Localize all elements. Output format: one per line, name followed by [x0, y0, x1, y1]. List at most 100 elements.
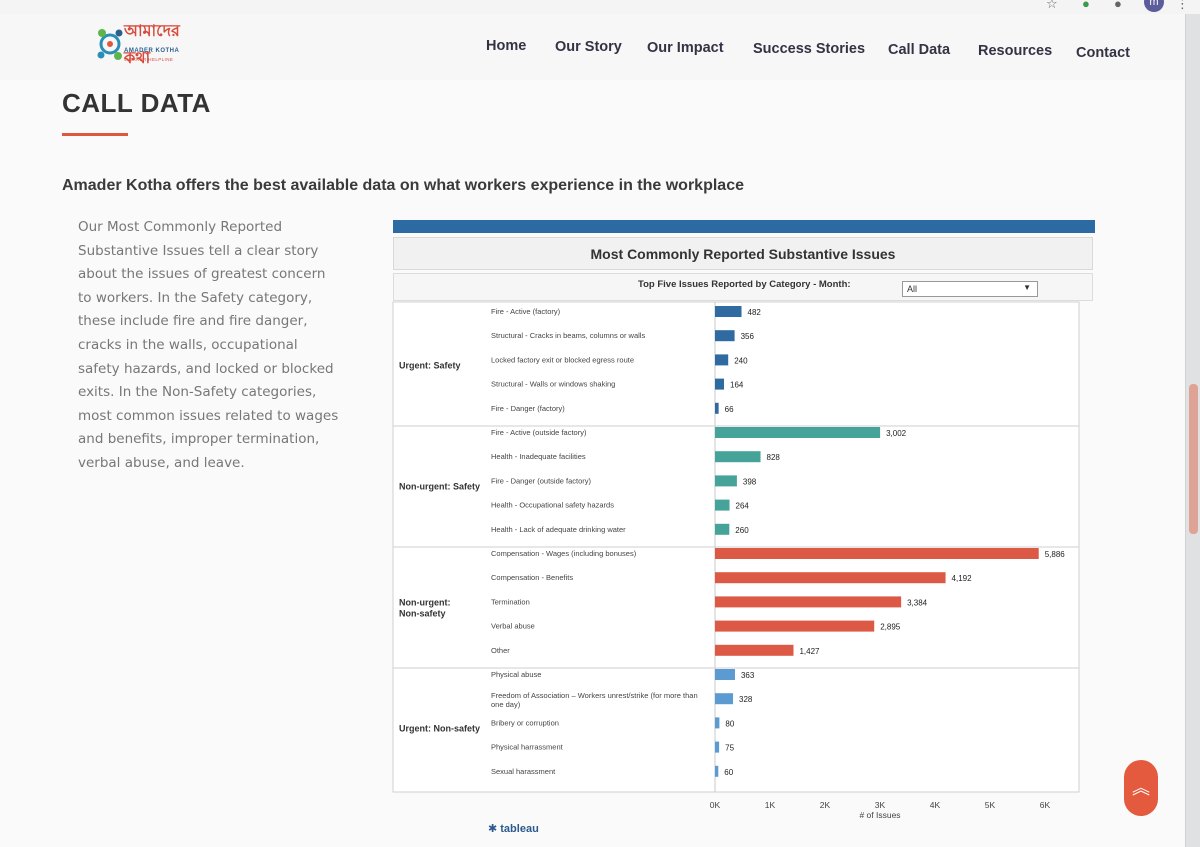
issue-label: Termination	[491, 597, 530, 606]
issue-label: Bribery or corruption	[491, 718, 559, 727]
nav-our-story[interactable]: Our Story	[555, 39, 622, 55]
bar-value-label: 1,427	[799, 647, 820, 656]
chevron-down-icon: ▼	[1023, 283, 1031, 292]
tableau-logo[interactable]: ✱ tableau	[488, 823, 539, 835]
category-label: Urgent: Non-safety	[399, 724, 480, 734]
issue-label: Freedom of Association – Workers unrest/…	[491, 691, 698, 709]
browser-toolbar: ☆ ● ● m ⋮	[0, 0, 1200, 15]
issue-label: Fire - Danger (factory)	[491, 404, 565, 413]
bar-value-label: 356	[741, 332, 755, 341]
extension-icon[interactable]: ●	[1082, 0, 1090, 11]
issue-label: Sexual harassment	[491, 767, 556, 776]
bar	[715, 499, 730, 511]
issue-label: Fire - Active (outside factory)	[491, 428, 587, 437]
page-lead: Amader Kotha offers the best available d…	[62, 177, 744, 194]
logo-bengali-text: আমাদের কথা	[124, 21, 180, 67]
bar	[715, 306, 742, 317]
issue-label: Health - Inadequate facilities	[491, 452, 586, 461]
profile-avatar[interactable]: m	[1144, 0, 1164, 12]
bar-value-label: 60	[724, 768, 733, 777]
bar-value-label: 264	[736, 502, 750, 511]
bar	[715, 644, 794, 656]
bar-value-label: 4,192	[952, 574, 973, 583]
x-tick-label: 3K	[875, 800, 886, 810]
extension-icon[interactable]: ●	[1114, 0, 1122, 11]
category-label: Non-urgent: Non-safety	[399, 598, 451, 619]
chart-title: Most Commonly Reported Substantive Issue…	[393, 237, 1093, 270]
site-header: আমাদের কথা AMADER KOTHA WORKER HELPLINE …	[0, 14, 1185, 80]
bar-value-label: 240	[734, 356, 748, 365]
x-tick-label: 0K	[710, 800, 721, 810]
issue-label: Physical abuse	[491, 670, 541, 679]
logo-english-text: AMADER KOTHA	[124, 48, 180, 54]
bar	[715, 717, 720, 729]
nav-resources[interactable]: Resources	[978, 43, 1053, 59]
title-underline	[62, 133, 128, 136]
logo-mark-icon	[97, 29, 123, 60]
scroll-to-top-button[interactable]: ︽	[1124, 760, 1158, 816]
x-tick-label: 5K	[985, 800, 996, 810]
bar-value-label: 482	[748, 308, 762, 317]
bar-value-label: 3,384	[907, 598, 928, 607]
bar	[715, 620, 875, 632]
issue-label: Structural - Walls or windows shaking	[491, 380, 615, 389]
bar-chart: Urgent: Safety Fire - Active (factory) 482…	[392, 301, 1080, 820]
issue-label: Locked factory exit or blocked egress ro…	[491, 355, 634, 364]
bar-value-label: 5,886	[1045, 550, 1066, 559]
issue-label: Physical harrassment	[491, 743, 564, 752]
nav-our-impact[interactable]: Our Impact	[647, 40, 724, 56]
x-tick-label: 6K	[1040, 800, 1051, 810]
bar	[715, 378, 725, 390]
browser-menu-icon[interactable]: ⋮	[1176, 0, 1189, 11]
bar-value-label: 164	[730, 381, 744, 390]
page-description: Our Most Commonly Reported Substantive I…	[78, 219, 339, 471]
bar-value-label: 80	[725, 719, 734, 728]
bookmark-star-icon[interactable]: ☆	[1046, 0, 1058, 11]
amader-kotha-logo[interactable]: আমাদের কথা AMADER KOTHA WORKER HELPLINE	[96, 18, 196, 70]
issue-label: Compensation - Wages (including bonuses)	[491, 549, 637, 558]
filter-label: Top Five Issues Reported by Category - M…	[638, 279, 851, 290]
category-label: Non-urgent: Safety	[399, 482, 480, 492]
bar	[715, 693, 734, 705]
bar	[715, 523, 730, 535]
page-title: CALL DATA	[62, 88, 211, 118]
issue-label: Health - Lack of adequate drinking water	[491, 525, 626, 534]
logo-subtitle: WORKER HELPLINE	[124, 57, 174, 62]
nav-home[interactable]: Home	[486, 38, 527, 54]
chevron-up-icon: ︽	[1132, 778, 1150, 798]
bar	[715, 451, 761, 463]
bar-value-label: 398	[743, 477, 757, 486]
x-tick-label: 2K	[820, 800, 831, 810]
bar-value-label: 828	[767, 453, 781, 462]
issue-label: Health - Occupational safety hazards	[491, 501, 614, 510]
bar-value-label: 75	[725, 744, 734, 753]
month-select-value: All	[907, 284, 918, 294]
bar	[715, 330, 735, 342]
bar-value-label: 3,002	[886, 429, 907, 438]
category-label: Urgent: Safety	[399, 361, 461, 371]
bar	[715, 669, 735, 680]
issue-label: Verbal abuse	[491, 622, 535, 631]
bar-value-label: 328	[739, 695, 753, 704]
bar	[715, 572, 946, 584]
bar	[715, 596, 902, 608]
bar	[715, 354, 729, 366]
month-select[interactable]: All ▼	[902, 281, 1038, 297]
scrollbar-thumb[interactable]	[1189, 384, 1198, 534]
filter-bar: Top Five Issues Reported by Category - M…	[393, 273, 1093, 301]
nav-success-stories[interactable]: Success Stories	[753, 41, 866, 57]
dashboard-top-bar	[393, 220, 1095, 233]
bar-value-label: 66	[725, 405, 734, 414]
issue-label: Fire - Active (factory)	[491, 307, 561, 316]
bar	[715, 548, 1039, 559]
issue-label: Structural - Cracks in beams, columns or…	[491, 331, 645, 340]
issue-label: Compensation - Benefits	[491, 573, 573, 582]
nav-contact[interactable]: Contact	[1076, 45, 1130, 61]
bar	[715, 427, 881, 438]
nav-call-data[interactable]: Call Data	[888, 42, 951, 58]
bar	[715, 402, 719, 414]
bar-value-label: 2,895	[880, 623, 901, 632]
page-content: CALL DATA Amader Kotha offers the best a…	[0, 80, 1185, 847]
issue-label: Other	[491, 646, 510, 655]
page-scrollbar[interactable]	[1185, 14, 1200, 847]
